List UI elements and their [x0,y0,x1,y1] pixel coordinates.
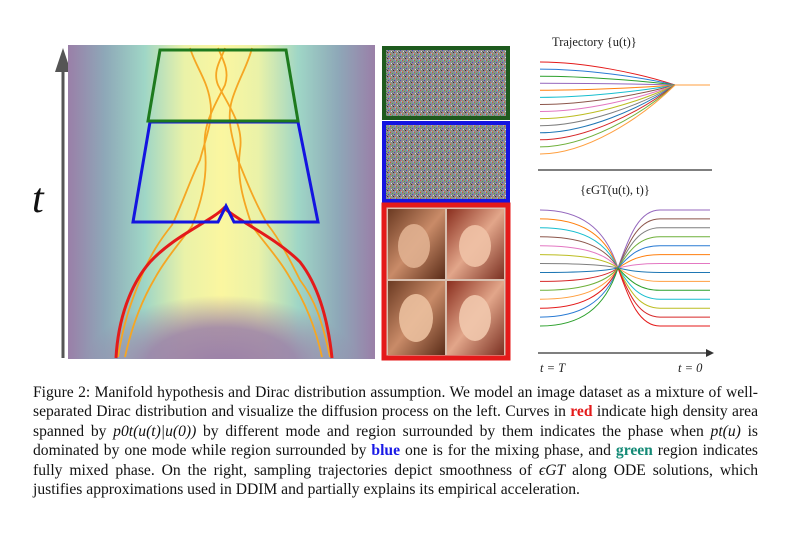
caption-green-word: green [615,442,653,460]
x-right-label: t = 0 [678,361,703,375]
eps-title: {ϵGT(u(t), t)} [580,183,650,197]
caption-text-3: by different mode and region surrounded … [196,422,711,440]
caption-text-7: along ODE solutions, which justifies app… [33,461,758,499]
caption-text-4: is dominated by one mode while region su… [33,422,758,460]
caption-math-1: p0t(u(t)|u(0)) [113,422,197,440]
caption-math-2: pt(u) [710,422,741,440]
trajectory-line [539,84,710,112]
density-map [68,45,375,359]
trajectory-panel: Trajectory {u(t)} [538,35,712,171]
caption-math-3: ϵGT [538,461,566,479]
trajectory-title: Trajectory {u(t)} [552,35,637,49]
x-axis: t = T t = 0 [538,349,714,375]
caption-text-2: indicate high density area spanned by [33,403,758,440]
trajectory-line [539,61,710,86]
caption-blue-word: blue [371,442,401,460]
figure-caption: Figure 2: Manifold hypothesis and Dirac … [33,383,758,499]
caption-text-1: Figure 2: Manifold hypothesis and Dirac … [33,384,758,421]
caption-red-word: red [570,403,593,421]
face-images [381,202,511,361]
image-column [381,46,511,361]
x-left-label: t = T [540,361,566,375]
trajectory-line [539,84,710,98]
trajectory-lines [539,61,710,155]
diffusion-paths [117,47,331,358]
trajectory-line [539,84,710,91]
eps-line [539,267,710,327]
t-axis-label: t [32,176,45,222]
caption-text-5: one is for the mixing phase, and [400,442,616,460]
green-mixed-region [146,48,300,123]
trajectory-line [539,84,710,127]
caption-text-6: region indicates fully mixed phase. On t… [33,442,759,479]
eps-lines [539,209,710,327]
t-axis: t [32,48,71,358]
figure-diagram: t Trajectory {u(t)} [32,35,714,375]
eps-panel: {ϵGT(u(t), t)} [539,183,710,327]
trajectory-line [539,84,710,155]
